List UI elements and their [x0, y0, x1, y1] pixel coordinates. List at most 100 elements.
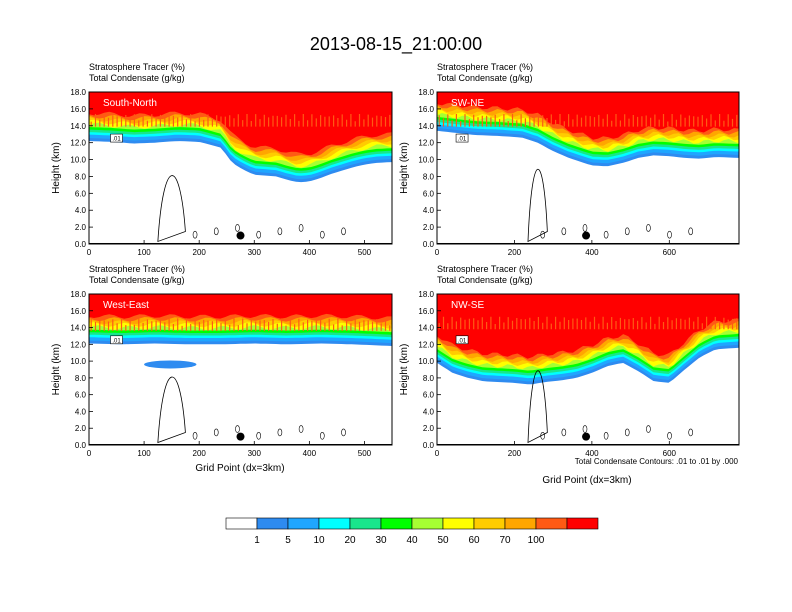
y-tick-label: 2.0	[423, 424, 435, 433]
condensate-cell	[341, 428, 346, 437]
y-tick-label: 6.0	[75, 189, 87, 198]
y-tick-label: 6.0	[423, 391, 435, 400]
colorbar-swatch	[380, 517, 413, 530]
condensate-cell	[192, 431, 198, 440]
condensate-cell	[603, 431, 609, 440]
y-tick-label: 4.0	[75, 407, 87, 416]
colorbar-swatch	[535, 517, 568, 530]
colorbar-swatch	[225, 517, 258, 530]
y-tick-label: 4.0	[423, 206, 435, 215]
condensate-cell	[320, 431, 325, 440]
contour-label-box	[110, 133, 123, 143]
contour-label-text: .01	[112, 137, 121, 143]
y-tick-label: 14.0	[70, 324, 86, 333]
condensate-cell	[646, 425, 651, 433]
y-axis-title: Height (km)	[51, 344, 62, 396]
condensate-cell	[213, 428, 219, 437]
x-tick-label: 200	[193, 248, 207, 257]
y-tick-label: 8.0	[75, 374, 87, 383]
x-tick-label: 200	[193, 449, 207, 458]
contour-label-box	[455, 133, 469, 143]
y-tick-label: 12.0	[418, 139, 434, 148]
condensate-cell	[561, 428, 567, 437]
tracer-band-11	[89, 294, 392, 320]
y-tick-label: 0.0	[75, 441, 87, 450]
panel-header-tracer: Stratosphere Tracer (%)	[437, 62, 533, 72]
colorbar-label: 30	[375, 535, 387, 546]
y-tick-label: 12.0	[418, 340, 434, 349]
colorbar-swatch	[566, 517, 599, 530]
plot-frame	[436, 293, 740, 446]
storm-center-marker	[582, 432, 591, 441]
terrain-line	[89, 242, 392, 244]
x-tick-label: 500	[358, 248, 372, 257]
y-tick-label: 14.0	[70, 122, 86, 131]
contour-label-text: .01	[458, 137, 467, 143]
plot-area: .01	[89, 294, 392, 445]
y-tick-label: 2.0	[423, 223, 435, 232]
x-tick-label: 0	[87, 248, 92, 257]
contour-label-text: .01	[112, 338, 121, 344]
x-tick-label: 0	[87, 449, 92, 458]
panel-header-condensate: Total Condensate (g/kg)	[437, 73, 533, 83]
y-tick-label: 8.0	[423, 374, 435, 383]
condensate-cell	[603, 230, 609, 239]
tracer-band-11	[89, 92, 392, 156]
y-tick-label: 14.0	[418, 122, 434, 131]
contour-note: Total Condensate Contours: .01 to .01 by…	[575, 457, 739, 466]
y-tick-label: 18.0	[70, 290, 86, 299]
terrain-line	[437, 242, 739, 244]
condensate-contour	[157, 376, 186, 444]
condensate-cell	[256, 431, 261, 440]
region-label: SW-NE	[451, 98, 484, 109]
cloud-top-fringe	[90, 114, 391, 127]
storm-center-marker	[236, 432, 245, 441]
colorbar-label: 50	[437, 535, 449, 546]
y-tick-label: 8.0	[75, 172, 87, 181]
y-tick-label: 10.0	[70, 357, 86, 366]
y-tick-label: 6.0	[423, 189, 435, 198]
y-tick-label: 10.0	[70, 156, 86, 165]
colorbar-label: 1	[254, 535, 260, 546]
colorbar-label: 10	[313, 535, 325, 546]
tracer-band-11	[437, 294, 739, 359]
region-label: South-North	[103, 98, 157, 109]
colorbar-swatch	[473, 517, 506, 530]
y-tick-label: 10.0	[418, 357, 434, 366]
tracer-band-11	[437, 92, 739, 140]
contour-label-group: .01	[110, 335, 123, 344]
condensate-cell	[540, 230, 546, 239]
cloud-top-fringe	[438, 316, 738, 330]
x-axis-title-left: Grid Point (dx=3km)	[195, 463, 284, 474]
condensate-cell	[582, 425, 588, 433]
panel-header-tracer: Stratosphere Tracer (%)	[437, 264, 533, 274]
y-tick-label: 18.0	[70, 88, 86, 97]
x-tick-label: 100	[137, 449, 151, 458]
y-tick-label: 2.0	[75, 223, 87, 232]
y-axis-title: Height (km)	[399, 142, 410, 194]
condensate-cell	[320, 230, 325, 239]
x-axis-title-right: Grid Point (dx=3km)	[542, 475, 631, 486]
panel-header-tracer: Stratosphere Tracer (%)	[89, 62, 185, 72]
condensate-cell	[624, 227, 630, 236]
panel-header-tracer: Stratosphere Tracer (%)	[89, 264, 185, 274]
x-tick-label: 600	[663, 248, 677, 257]
colorbar-swatch	[504, 517, 537, 530]
y-tick-label: 16.0	[418, 307, 434, 316]
plot-area: .01	[437, 294, 739, 445]
y-tick-label: 18.0	[418, 290, 434, 299]
condensate-cell	[646, 224, 651, 232]
isolated-tracer-blob	[144, 360, 197, 369]
y-tick-label: 10.0	[418, 156, 434, 165]
colorbar-swatch	[411, 517, 444, 530]
panel-header-condensate: Total Condensate (g/kg)	[89, 73, 185, 83]
y-tick-label: 2.0	[75, 424, 87, 433]
cloud-top-fringe	[438, 114, 738, 127]
colorbar-label: 40	[406, 535, 418, 546]
x-tick-label: 300	[248, 248, 262, 257]
plot-frame	[88, 91, 393, 245]
x-tick-label: 500	[358, 449, 372, 458]
colorbar-label: 100	[528, 535, 545, 546]
colorbar: 1 5 10 20 30 40 50 60 70 100	[225, 517, 599, 546]
